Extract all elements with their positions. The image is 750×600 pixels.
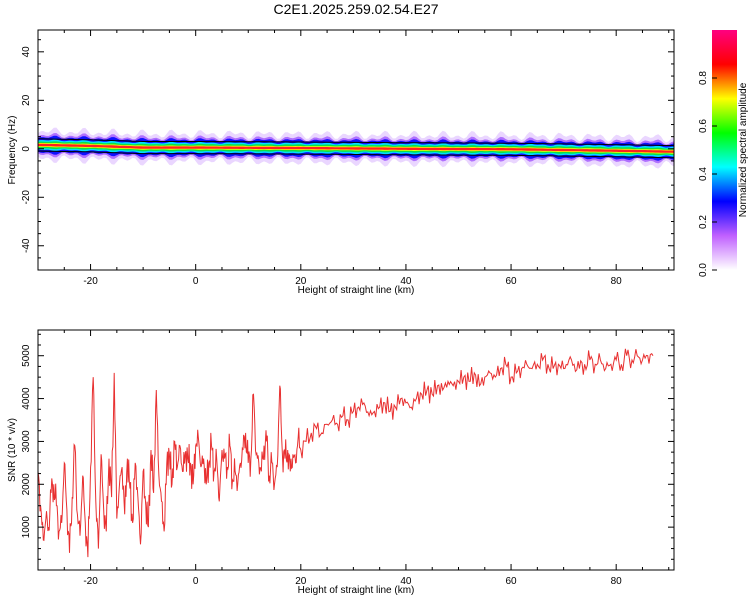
snr-ytick-label-1: 2000 (21, 473, 32, 496)
colorbar-tick-label-0: 0.0 (698, 263, 709, 277)
snr-xtick-label-3: 40 (400, 576, 412, 587)
spectrogram-ytick-label-1: -20 (21, 190, 32, 205)
spectrogram-xtick-label-1: 0 (193, 276, 199, 287)
snr-frame (37, 329, 675, 571)
spectrogram-xtick-label-3: 40 (400, 276, 412, 287)
colorbar: 0.0 0.2 0.4 0.6 0.8 Normalized spectral ampl… (698, 30, 749, 277)
snr-ytick-label-3: 4000 (21, 387, 32, 410)
snr-ytick-label-2: 3000 (21, 430, 32, 453)
spectrogram-xtick-label-0: -20 (83, 276, 98, 287)
colorbar-ticks: 0.0 0.2 0.4 0.6 0.8 (698, 71, 717, 277)
colorbar-tick-label-3: 0.6 (698, 119, 709, 133)
snr-xtick-label-0: -20 (83, 576, 98, 587)
spectrogram-panel: -20 0 20 40 60 80 -40 -20 0 20 40 Height of straig… (7, 29, 675, 296)
colorbar-tick-label-1: 0.2 (698, 215, 709, 229)
snr-xlabel: Height of straight line (km) (298, 585, 415, 596)
spectrogram-ytick-label-4: 40 (21, 46, 32, 58)
spectrogram-xlabel: Height of straight line (km) (298, 285, 415, 296)
snr-ylabel: SNR (10 * v/v) (7, 418, 18, 482)
snr-xtick-label-1: 0 (193, 576, 199, 587)
spectrogram-frame (37, 29, 675, 271)
spectrogram-xtick-label-4: 60 (505, 276, 517, 287)
snr-xtick-label-2: 20 (295, 576, 307, 587)
spectrogram-band-core (38, 143, 674, 153)
snr-ytick-label-4: 5000 (21, 344, 32, 367)
spectrogram-ytick-label-3: 20 (21, 94, 32, 106)
colorbar-tick-label-2: 0.4 (698, 167, 709, 181)
figure-title: C2E1.2025.259.02.54.E27 (273, 1, 438, 17)
spectrogram-edge-1 (38, 150, 674, 159)
spectrogram-ylabel: Frequency (Hz) (7, 116, 18, 185)
spectrogram-image (38, 127, 674, 169)
snr-xtick-label-4: 60 (505, 576, 517, 587)
spectrogram-edge-0 (38, 138, 674, 147)
snr-panel: -20 0 20 40 60 80 1000 2000 3000 4000 5000 Height … (7, 329, 675, 596)
colorbar-gradient (712, 30, 737, 270)
spectrogram-ticks: -20 0 20 40 60 80 -40 -20 0 20 40 (21, 30, 674, 287)
colorbar-tick-label-4: 0.8 (698, 71, 709, 85)
snr-ytick-label-0: 1000 (21, 516, 32, 539)
spectrogram-xtick-label-2: 20 (295, 276, 307, 287)
snr-xtick-label-5: 80 (611, 576, 623, 587)
spectrogram-xtick-label-5: 80 (611, 276, 623, 287)
snr-series-line (38, 348, 654, 558)
colorbar-label: Normalized spectral amplitude (738, 82, 749, 217)
spectrogram-ytick-label-0: -40 (21, 238, 32, 253)
snr-plot-area (38, 348, 654, 558)
snr-ticks: -20 0 20 40 60 80 1000 2000 3000 4000 5000 (21, 330, 674, 587)
spectrogram-ytick-label-2: 0 (21, 146, 32, 152)
